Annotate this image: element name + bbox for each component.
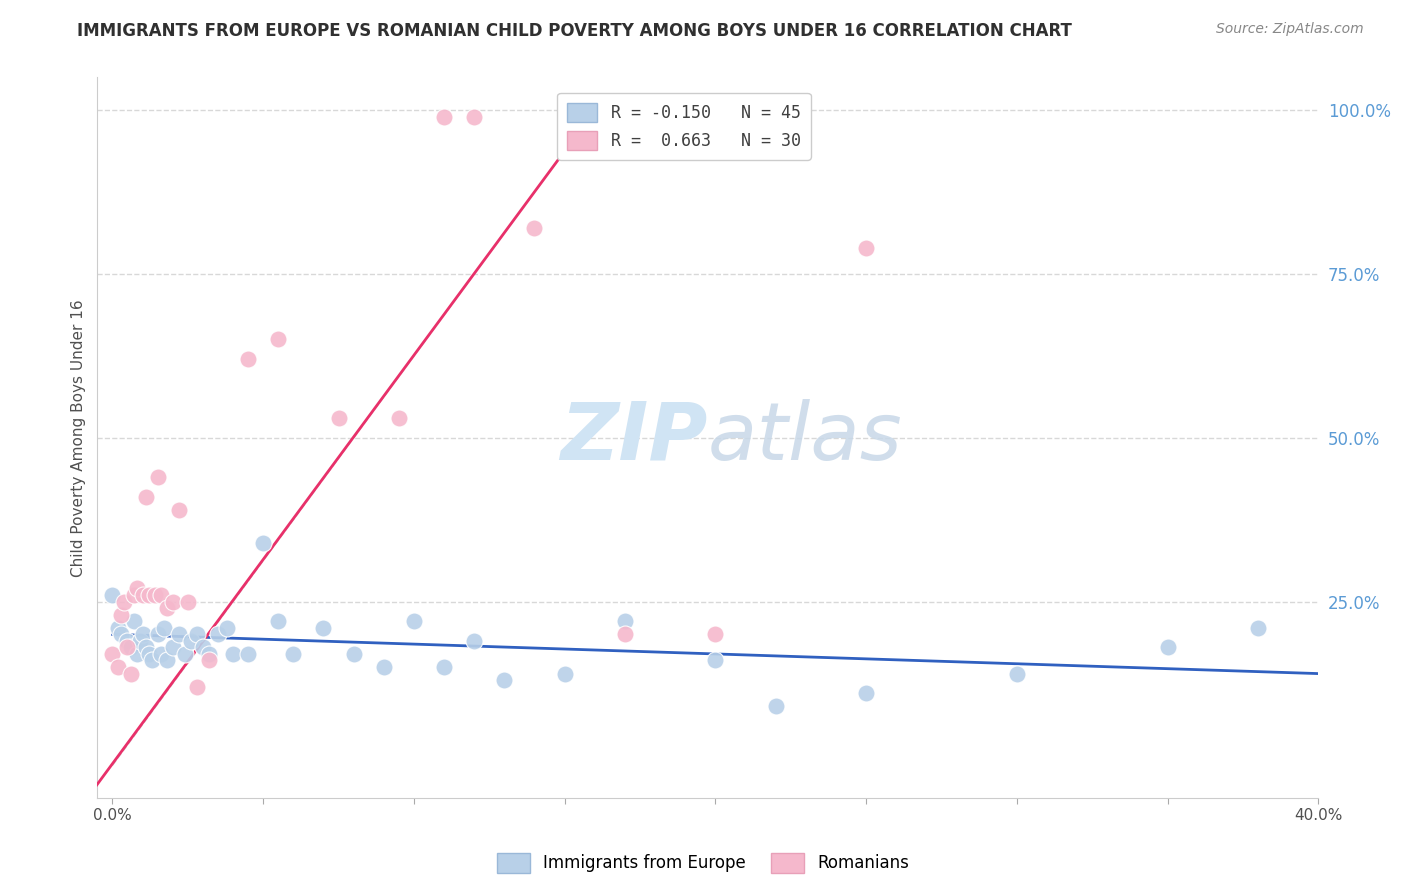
Point — [222, 647, 245, 661]
Point — [704, 653, 727, 667]
Point — [138, 588, 160, 602]
Point — [177, 594, 200, 608]
Point — [117, 640, 139, 655]
Point — [186, 627, 208, 641]
Point — [162, 594, 184, 608]
Point — [146, 627, 169, 641]
Point — [463, 633, 485, 648]
Point — [207, 627, 229, 641]
Point — [131, 627, 153, 641]
Point — [149, 588, 172, 602]
Point — [402, 614, 425, 628]
Point — [114, 594, 136, 608]
Point — [1247, 621, 1270, 635]
Point — [173, 647, 195, 661]
Point — [107, 621, 129, 635]
Point — [101, 588, 124, 602]
Point — [463, 110, 485, 124]
Point — [1156, 640, 1178, 655]
Point — [198, 647, 221, 661]
Text: atlas: atlas — [707, 399, 903, 476]
Point — [283, 647, 305, 661]
Point — [765, 699, 787, 714]
Point — [433, 110, 456, 124]
Point — [110, 607, 132, 622]
Point — [855, 686, 877, 700]
Point — [180, 633, 202, 648]
Point — [146, 470, 169, 484]
Point — [107, 660, 129, 674]
Point — [236, 352, 259, 367]
Point — [162, 640, 184, 655]
Point — [613, 614, 636, 628]
Point — [138, 647, 160, 661]
Point — [198, 653, 221, 667]
Point — [215, 621, 238, 635]
Point — [613, 627, 636, 641]
Point — [373, 660, 395, 674]
Point — [156, 653, 179, 667]
Point — [433, 660, 456, 674]
Legend: Immigrants from Europe, Romanians: Immigrants from Europe, Romanians — [489, 847, 917, 880]
Text: IMMIGRANTS FROM EUROPE VS ROMANIAN CHILD POVERTY AMONG BOYS UNDER 16 CORRELATION: IMMIGRANTS FROM EUROPE VS ROMANIAN CHILD… — [77, 22, 1073, 40]
Point — [167, 503, 190, 517]
Point — [388, 411, 411, 425]
Point — [122, 614, 145, 628]
Point — [1005, 666, 1028, 681]
Point — [191, 640, 214, 655]
Point — [117, 633, 139, 648]
Point — [141, 653, 163, 667]
Point — [855, 241, 877, 255]
Point — [494, 673, 516, 687]
Point — [122, 588, 145, 602]
Point — [131, 588, 153, 602]
Point — [135, 640, 157, 655]
Point — [128, 633, 150, 648]
Point — [125, 582, 148, 596]
Point — [312, 621, 335, 635]
Point — [342, 647, 364, 661]
Point — [554, 666, 576, 681]
Text: Source: ZipAtlas.com: Source: ZipAtlas.com — [1216, 22, 1364, 37]
Point — [267, 614, 290, 628]
Point — [186, 680, 208, 694]
Point — [523, 221, 546, 235]
Point — [143, 588, 166, 602]
Point — [120, 640, 142, 655]
Point — [101, 647, 124, 661]
Point — [267, 333, 290, 347]
Point — [156, 601, 179, 615]
Point — [152, 621, 174, 635]
Legend: R = -0.150   N = 45, R =  0.663   N = 30: R = -0.150 N = 45, R = 0.663 N = 30 — [557, 93, 811, 160]
Point — [135, 490, 157, 504]
Y-axis label: Child Poverty Among Boys Under 16: Child Poverty Among Boys Under 16 — [72, 299, 86, 576]
Point — [236, 647, 259, 661]
Point — [328, 411, 350, 425]
Point — [167, 627, 190, 641]
Point — [252, 535, 274, 549]
Point — [110, 627, 132, 641]
Point — [125, 647, 148, 661]
Text: ZIP: ZIP — [561, 399, 707, 476]
Point — [149, 647, 172, 661]
Point — [120, 666, 142, 681]
Point — [704, 627, 727, 641]
